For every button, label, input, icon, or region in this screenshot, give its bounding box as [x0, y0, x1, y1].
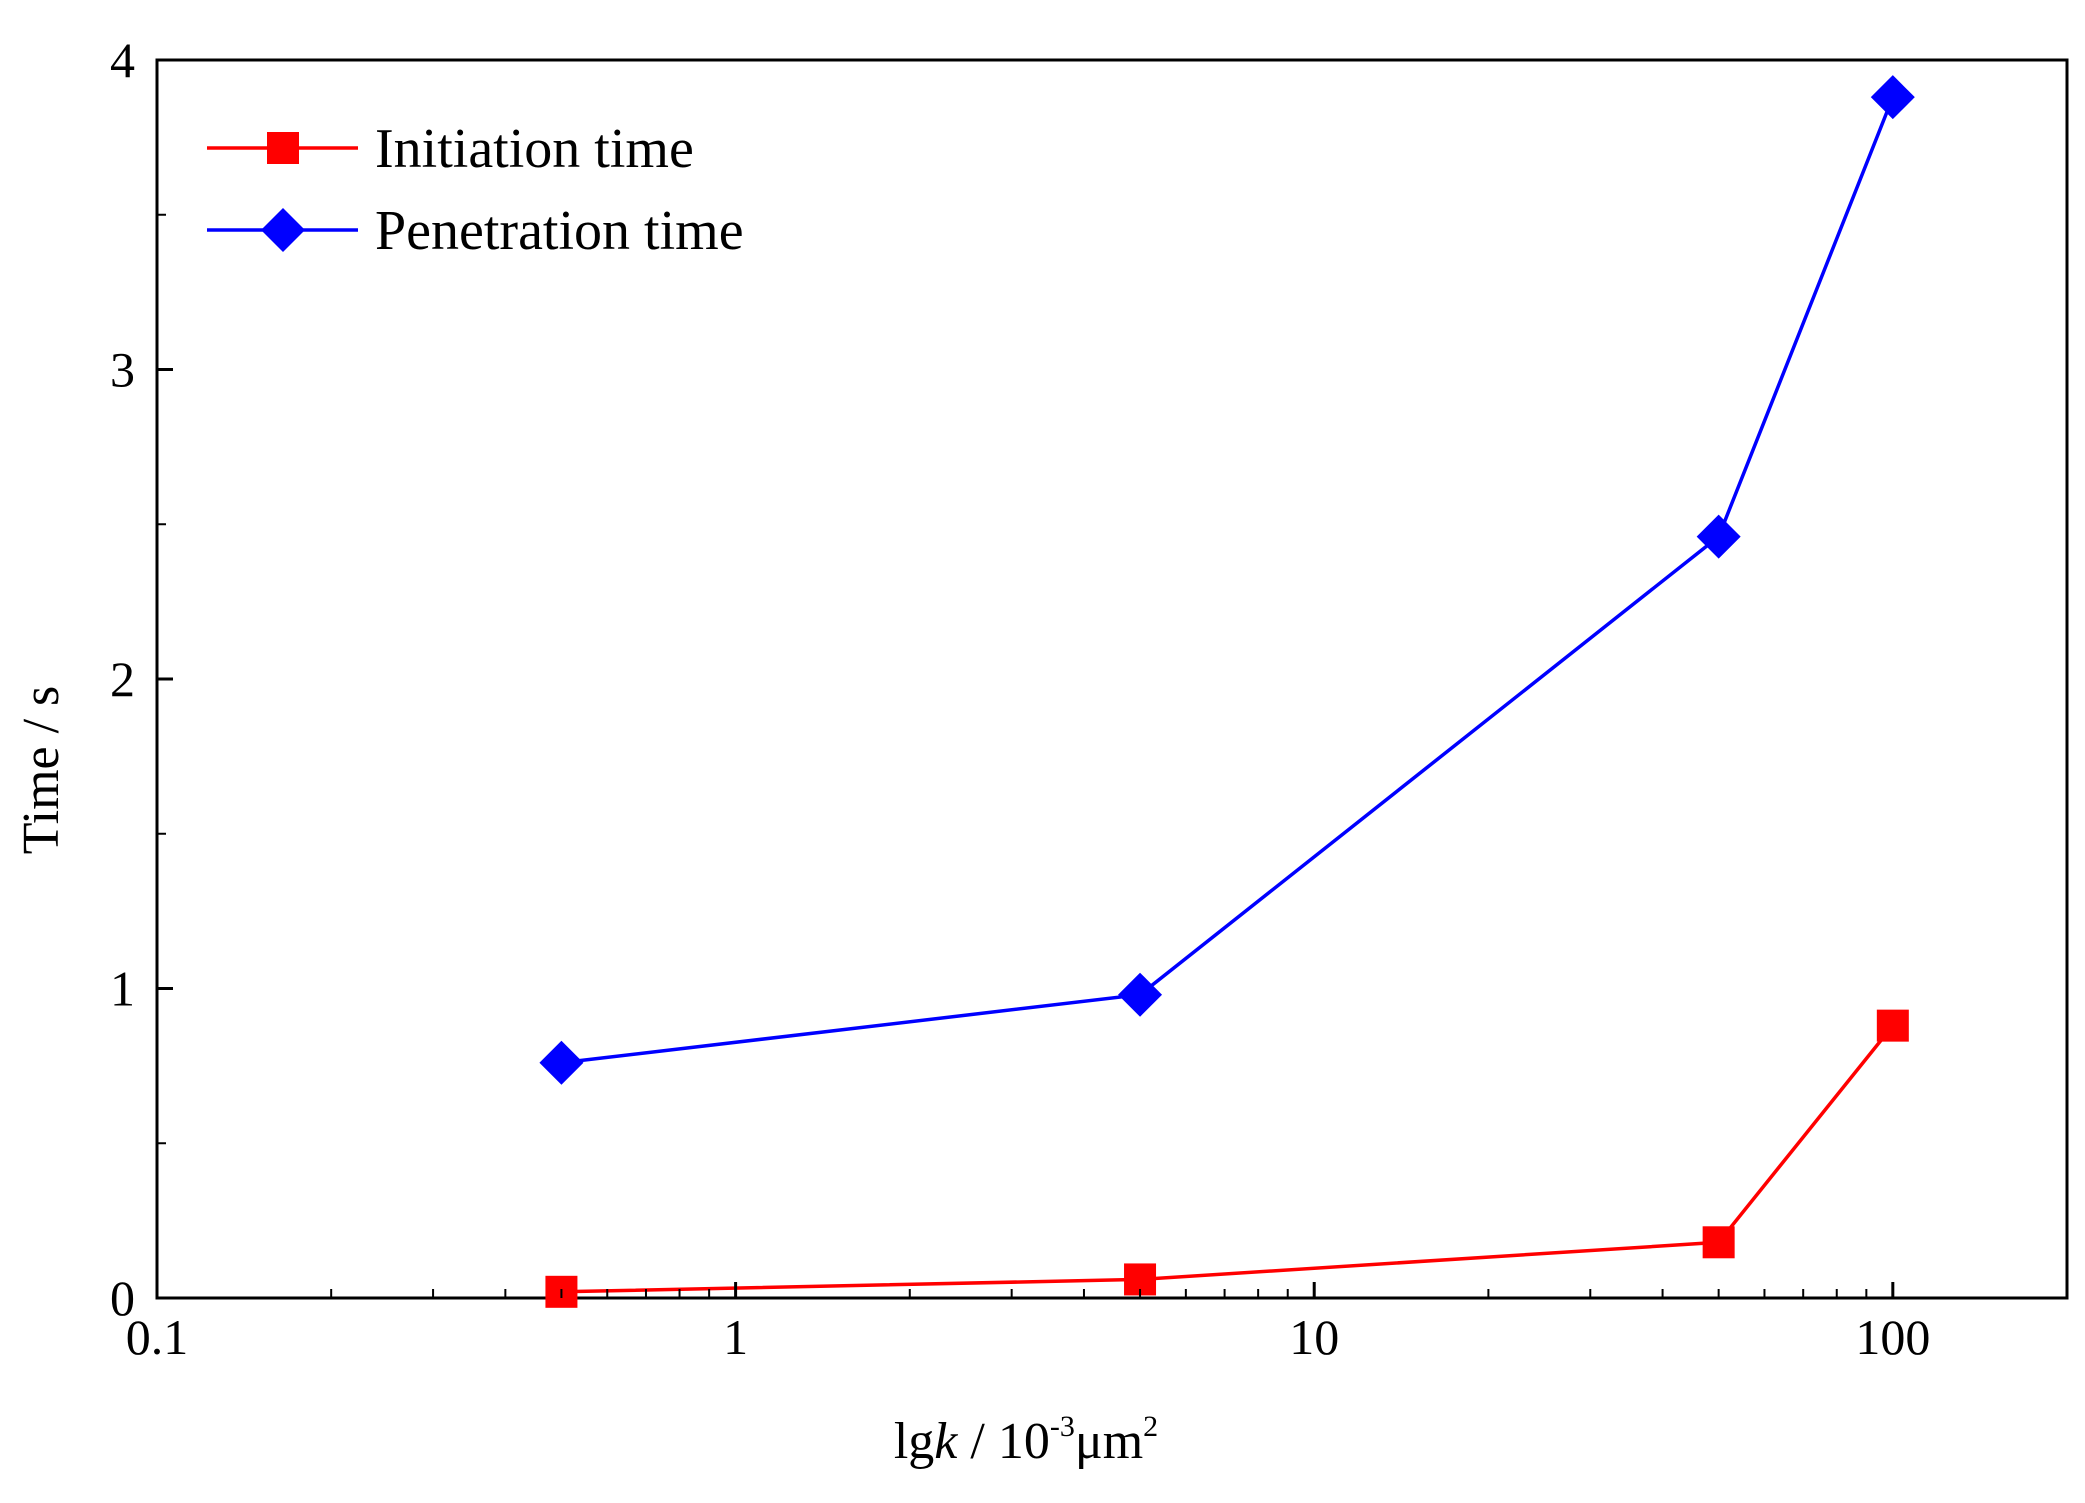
data-point [1118, 972, 1163, 1017]
y-tick-label: 3 [110, 342, 135, 398]
x-tick-label: 0.1 [126, 1309, 189, 1365]
x-axis-title-variable: k [934, 1413, 958, 1470]
legend-item: Initiation time [207, 118, 694, 180]
x-tick-label: 1 [723, 1309, 748, 1365]
axes-layer: 0.1 1 10 100 0 1 2 3 4 [110, 32, 2068, 1365]
series-1 [539, 75, 1915, 1085]
legend-marker [267, 132, 299, 164]
series-layer [539, 75, 1915, 1308]
y-tick-label: 0 [110, 1270, 135, 1326]
legend-label: Initiation time [375, 118, 694, 180]
y-tick-label: 1 [110, 961, 135, 1017]
y-tick-label: 4 [110, 32, 135, 88]
legend: Initiation time Penetration time [207, 118, 744, 262]
x-axis-title-prefix: lg [894, 1413, 934, 1470]
data-point [1870, 75, 1915, 120]
x-tick-label: 100 [1855, 1309, 1930, 1365]
y-tick-label: 2 [110, 651, 135, 707]
data-point [1696, 514, 1741, 559]
data-point [539, 1040, 584, 1085]
x-axis-title: lgk / 10-3μm2 [894, 1410, 1158, 1470]
plot-area [155, 58, 2069, 1308]
data-point [1876, 1009, 1909, 1042]
legend-marker [261, 208, 305, 252]
x-axis-title-unit-exponent: 2 [1143, 1410, 1158, 1443]
x-axis-title-unit: μm [1075, 1413, 1143, 1470]
series-line [561, 96, 1895, 1065]
x-axis-title-middle: / 10 [957, 1413, 1049, 1470]
series-0 [545, 1009, 1909, 1308]
x-tick-label: 10 [1289, 1309, 1339, 1365]
x-axis-title-exponent: -3 [1050, 1410, 1075, 1443]
y-axis-title: Time / s [13, 686, 70, 855]
legend-label: Penetration time [375, 200, 744, 262]
data-point [1702, 1226, 1735, 1259]
series-line [561, 1024, 1895, 1294]
legend-item: Penetration time [207, 200, 744, 262]
